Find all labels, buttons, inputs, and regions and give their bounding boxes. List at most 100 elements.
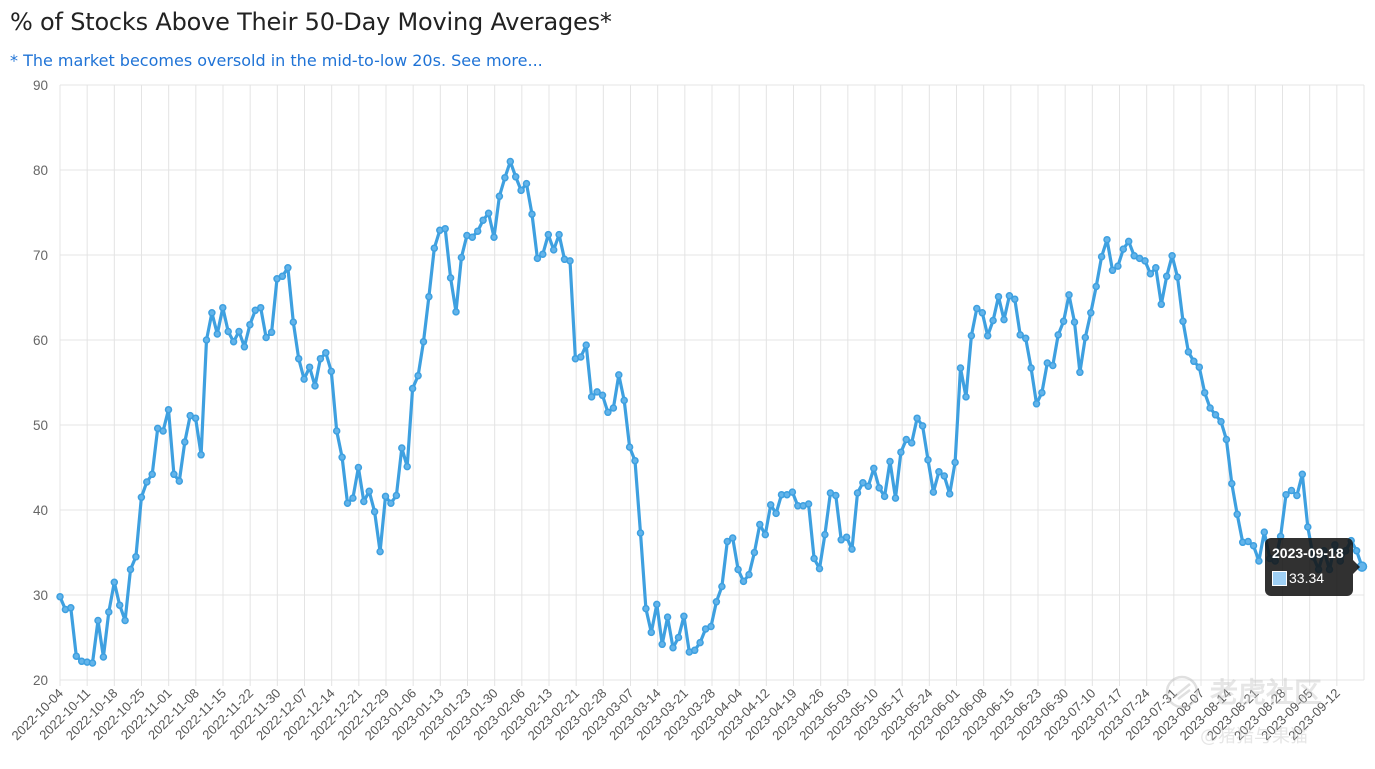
data-point[interactable]: [728, 534, 737, 542]
data-point[interactable]: [99, 653, 108, 661]
data-point[interactable]: [674, 633, 683, 642]
data-point[interactable]: [490, 233, 498, 241]
data-point[interactable]: [1005, 292, 1014, 300]
data-point[interactable]: [902, 435, 911, 444]
data-point[interactable]: [859, 479, 867, 487]
data-point[interactable]: [72, 652, 81, 660]
data-point[interactable]: [1260, 528, 1269, 536]
data-point[interactable]: [1157, 300, 1166, 309]
data-point[interactable]: [511, 173, 520, 181]
data-point[interactable]: [528, 210, 536, 218]
data-point[interactable]: [1108, 266, 1117, 275]
data-point[interactable]: [126, 565, 135, 574]
data-point[interactable]: [788, 488, 797, 496]
data-point[interactable]: [1049, 361, 1057, 370]
data-point[interactable]: [1011, 295, 1019, 303]
data-point[interactable]: [642, 604, 650, 613]
data-point[interactable]: [566, 257, 574, 265]
data-point[interactable]: [1195, 363, 1204, 371]
data-point[interactable]: [327, 367, 336, 376]
data-point[interactable]: [159, 427, 167, 435]
data-point[interactable]: [696, 638, 704, 647]
data-point[interactable]: [1211, 411, 1220, 419]
data-point[interactable]: [262, 333, 270, 342]
data-point[interactable]: [620, 396, 628, 405]
data-point[interactable]: [343, 499, 352, 507]
data-point[interactable]: [495, 192, 504, 201]
data-point[interactable]: [484, 209, 493, 218]
data-point[interactable]: [935, 468, 943, 476]
data-point[interactable]: [105, 608, 113, 616]
data-point[interactable]: [1081, 333, 1090, 342]
data-point[interactable]: [745, 570, 753, 579]
data-point[interactable]: [663, 613, 672, 621]
data-point[interactable]: [647, 628, 656, 637]
data-point[interactable]: [408, 384, 417, 393]
data-point[interactable]: [897, 448, 905, 456]
data-point[interactable]: [973, 304, 981, 313]
data-point[interactable]: [354, 463, 363, 472]
data-point[interactable]: [370, 507, 379, 516]
data-point[interactable]: [1141, 257, 1149, 265]
data-point[interactable]: [761, 530, 770, 539]
data-point[interactable]: [842, 533, 851, 541]
data-point[interactable]: [1287, 486, 1296, 495]
data-point[interactable]: [609, 404, 618, 412]
data-point[interactable]: [1119, 245, 1128, 253]
data-point[interactable]: [1200, 388, 1209, 397]
data-point[interactable]: [332, 427, 341, 435]
data-point[interactable]: [978, 309, 987, 317]
data-point[interactable]: [322, 349, 330, 357]
data-point[interactable]: [311, 382, 319, 390]
data-point[interactable]: [983, 331, 992, 340]
data-point[interactable]: [235, 327, 243, 336]
data-point[interactable]: [653, 600, 661, 609]
data-point[interactable]: [143, 478, 151, 486]
data-point[interactable]: [658, 640, 666, 649]
data-point[interactable]: [88, 659, 97, 667]
data-point[interactable]: [229, 337, 238, 346]
data-point[interactable]: [853, 489, 862, 497]
data-point[interactable]: [994, 292, 1003, 301]
data-point[interactable]: [175, 477, 184, 485]
data-point[interactable]: [1000, 315, 1008, 324]
data-point[interactable]: [907, 439, 916, 447]
data-point[interactable]: [56, 592, 64, 601]
data-point[interactable]: [707, 622, 715, 631]
data-point[interactable]: [1027, 364, 1035, 372]
data-point[interactable]: [604, 408, 612, 417]
data-point[interactable]: [419, 337, 428, 346]
data-point[interactable]: [712, 598, 721, 606]
data-point[interactable]: [598, 391, 607, 400]
data-point[interactable]: [468, 233, 477, 241]
data-point[interactable]: [197, 451, 205, 459]
data-point[interactable]: [587, 393, 596, 401]
data-point[interactable]: [669, 643, 677, 652]
data-point[interactable]: [219, 303, 227, 312]
data-point[interactable]: [549, 246, 558, 254]
data-point[interactable]: [582, 341, 590, 349]
data-point[interactable]: [1228, 479, 1236, 488]
data-point[interactable]: [517, 186, 525, 195]
data-point[interactable]: [1162, 272, 1171, 281]
data-point[interactable]: [360, 497, 368, 506]
data-point[interactable]: [137, 493, 146, 502]
data-point[interactable]: [256, 303, 265, 312]
data-point[interactable]: [1304, 523, 1312, 531]
data-point[interactable]: [392, 491, 401, 500]
data-point[interactable]: [555, 230, 563, 239]
data-point[interactable]: [94, 616, 102, 625]
data-point[interactable]: [202, 336, 211, 344]
data-point[interactable]: [772, 509, 780, 518]
data-point[interactable]: [289, 318, 298, 326]
data-point[interactable]: [1054, 331, 1062, 339]
data-point[interactable]: [1168, 252, 1176, 260]
data-point[interactable]: [181, 438, 189, 446]
data-point[interactable]: [267, 328, 276, 337]
data-point[interactable]: [821, 530, 829, 539]
data-point[interactable]: [989, 316, 997, 325]
data-point[interactable]: [191, 414, 200, 422]
data-point[interactable]: [951, 458, 959, 467]
data-point[interactable]: [804, 500, 813, 508]
data-point[interactable]: [208, 309, 216, 317]
